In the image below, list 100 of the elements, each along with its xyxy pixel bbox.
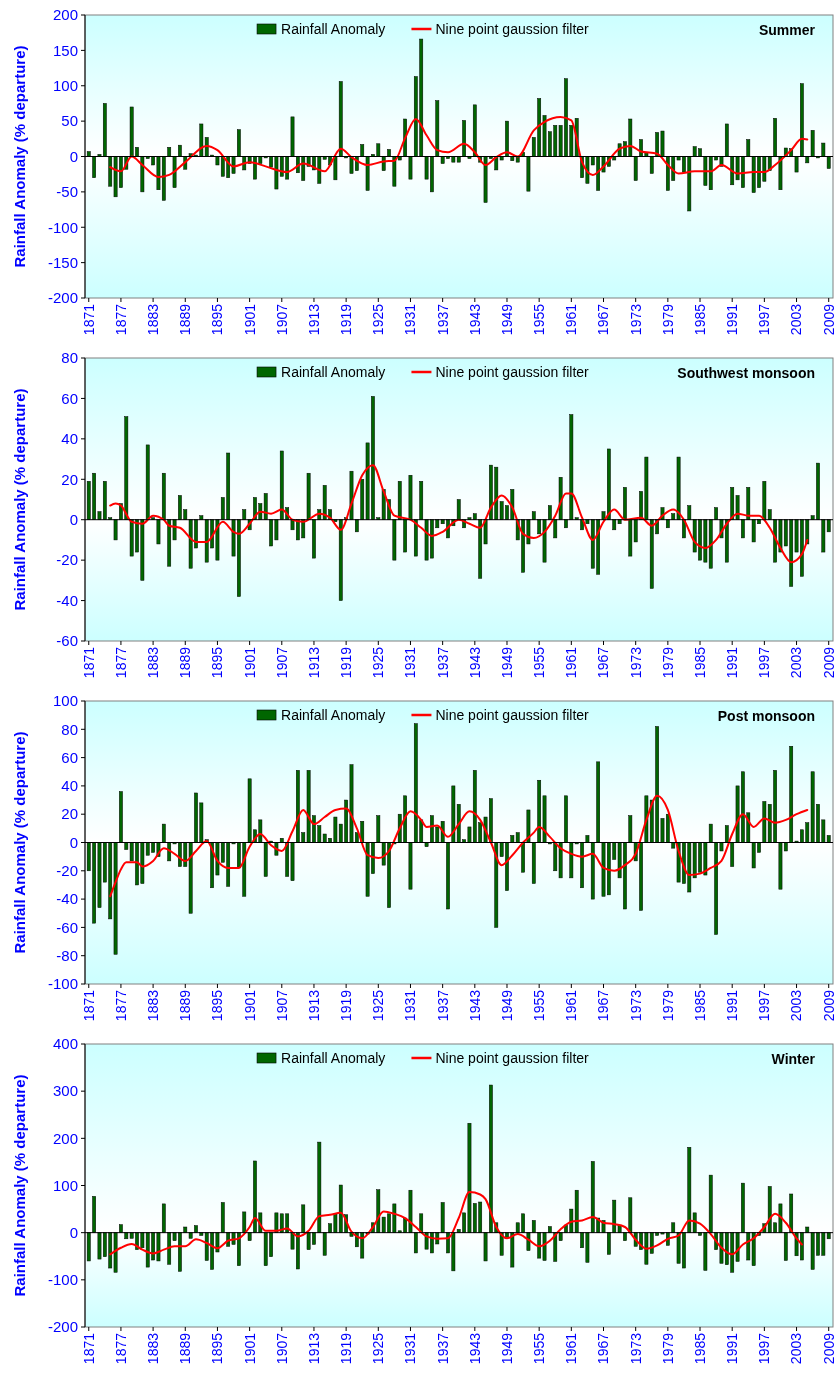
y-tick-label: -40 — [56, 591, 78, 609]
y-tick-label: 40 — [61, 430, 78, 448]
x-tick-label: 1955 — [531, 646, 548, 679]
y-tick-label: 200 — [52, 6, 78, 24]
x-tick-label: 1931 — [402, 646, 419, 679]
legend-label: Rainfall Anomaly — [281, 363, 386, 380]
x-tick-label: 1943 — [466, 989, 483, 1022]
y-axis-title: Rainfall Anomaly (% departure) — [11, 731, 29, 954]
x-tick-label: 1901 — [241, 646, 258, 679]
y-tick-label: 0 — [69, 510, 78, 528]
legend-label: Nine point gaussion filter — [435, 706, 590, 723]
x-tick-label: 1943 — [466, 1332, 483, 1365]
y-tick-label: 80 — [61, 349, 78, 367]
x-tick-label: 1991 — [724, 989, 741, 1022]
x-tick-label: 1907 — [273, 646, 290, 679]
y-tick-label: 300 — [52, 1082, 78, 1100]
y-tick-label: 200 — [52, 1129, 78, 1147]
x-tick-label: 1979 — [659, 1332, 676, 1365]
x-tick-label: 1877 — [112, 989, 129, 1022]
x-tick-label: 1907 — [273, 1332, 290, 1365]
x-tick-label: 1997 — [756, 646, 773, 679]
y-tick-label: -100 — [47, 218, 78, 236]
x-tick-label: 1997 — [756, 989, 773, 1022]
y-tick-label: 60 — [61, 389, 78, 407]
x-tick-label: 1961 — [563, 303, 580, 336]
y-axis-title: Rainfall Anomaly (% departure) — [11, 1074, 29, 1297]
x-tick-label: 1889 — [177, 1332, 194, 1365]
y-tick-label: -20 — [56, 551, 78, 569]
x-tick-label: 2009 — [820, 1332, 836, 1365]
x-tick-label: 1961 — [563, 646, 580, 679]
x-tick-label: 1961 — [563, 1332, 580, 1365]
x-tick-label: 1937 — [434, 303, 451, 336]
x-tick-label: 1907 — [273, 989, 290, 1022]
x-tick-label: 1985 — [691, 303, 708, 336]
x-tick-label: 1985 — [691, 989, 708, 1022]
x-tick-label: 1871 — [80, 303, 97, 336]
y-tick-label: 50 — [61, 112, 78, 130]
x-tick-label: 1913 — [305, 646, 322, 679]
y-tick-label: 80 — [61, 720, 78, 738]
x-tick-label: 1955 — [531, 1332, 548, 1365]
y-tick-label: 100 — [52, 692, 78, 710]
x-tick-label: 1973 — [627, 989, 644, 1022]
x-tick-label: 1991 — [724, 1332, 741, 1365]
x-tick-label: 1985 — [691, 646, 708, 679]
y-tick-label: 0 — [69, 1223, 78, 1241]
x-tick-label: 1889 — [177, 989, 194, 1022]
y-axis-title: Rainfall Anomaly (% departure) — [11, 45, 29, 268]
legend-label: Rainfall Anomaly — [281, 706, 386, 723]
y-tick-label: -40 — [56, 890, 78, 908]
legend-label: Nine point gaussion filter — [435, 20, 590, 37]
x-tick-label: 1895 — [209, 989, 226, 1022]
x-tick-label: 2003 — [788, 989, 805, 1022]
legend-label: Rainfall Anomaly — [281, 20, 386, 37]
legend-label: Nine point gaussion filter — [435, 363, 590, 380]
x-tick-label: 1931 — [402, 303, 419, 336]
y-tick-label: -50 — [56, 183, 78, 201]
x-tick-label: 1895 — [209, 1332, 226, 1365]
x-tick-label: 1997 — [756, 1332, 773, 1365]
x-tick-label: 1955 — [531, 989, 548, 1022]
x-tick-label: 1895 — [209, 303, 226, 336]
y-tick-label: 400 — [52, 1035, 78, 1053]
y-tick-label: -200 — [47, 289, 78, 307]
y-tick-label: 150 — [52, 41, 78, 59]
x-tick-label: 1979 — [659, 989, 676, 1022]
x-tick-label: 1955 — [531, 303, 548, 336]
x-tick-label: 1943 — [466, 646, 483, 679]
x-tick-label: 1913 — [305, 989, 322, 1022]
legend-label: Nine point gaussion filter — [435, 1049, 590, 1066]
x-tick-label: 1931 — [402, 989, 419, 1022]
x-tick-label: 1997 — [756, 303, 773, 336]
x-tick-label: 1967 — [595, 303, 612, 336]
y-axis-title: Rainfall Anomaly (% departure) — [11, 388, 29, 611]
x-tick-label: 1925 — [370, 646, 387, 679]
x-tick-label: 1889 — [177, 303, 194, 336]
y-tick-label: -100 — [47, 1271, 78, 1289]
x-tick-label: 1979 — [659, 303, 676, 336]
y-tick-label: -60 — [56, 632, 78, 650]
text: Post monsoon — [717, 708, 815, 724]
text: Southwest monsoon — [677, 365, 815, 381]
x-tick-label: 1907 — [273, 303, 290, 336]
x-tick-label: 1883 — [145, 646, 161, 679]
x-tick-label: 1889 — [177, 646, 194, 679]
x-tick-label: 1919 — [338, 1332, 355, 1365]
x-tick-label: 1967 — [595, 646, 612, 679]
y-tick-label: 60 — [61, 748, 78, 766]
x-tick-label: 2009 — [820, 989, 836, 1022]
x-tick-label: 1913 — [305, 303, 322, 336]
x-tick-label: 1883 — [145, 303, 161, 336]
x-tick-label: 1895 — [209, 646, 226, 679]
x-tick-label: 1985 — [691, 1332, 708, 1365]
y-tick-label: 40 — [61, 777, 78, 795]
x-tick-label: 1949 — [498, 646, 515, 679]
x-tick-label: 2003 — [788, 1332, 805, 1365]
x-tick-label: 1949 — [498, 1332, 515, 1365]
x-tick-label: 2003 — [788, 646, 805, 679]
y-tick-label: 20 — [61, 805, 78, 823]
x-tick-label: 1901 — [241, 989, 258, 1022]
x-tick-label: 1925 — [370, 989, 387, 1022]
x-tick-label: 1943 — [466, 303, 483, 336]
x-tick-label: 1925 — [370, 1332, 387, 1365]
